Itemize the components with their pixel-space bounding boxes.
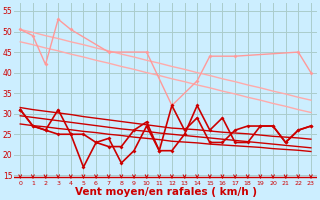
X-axis label: Vent moyen/en rafales ( km/h ): Vent moyen/en rafales ( km/h ) [75,187,257,197]
